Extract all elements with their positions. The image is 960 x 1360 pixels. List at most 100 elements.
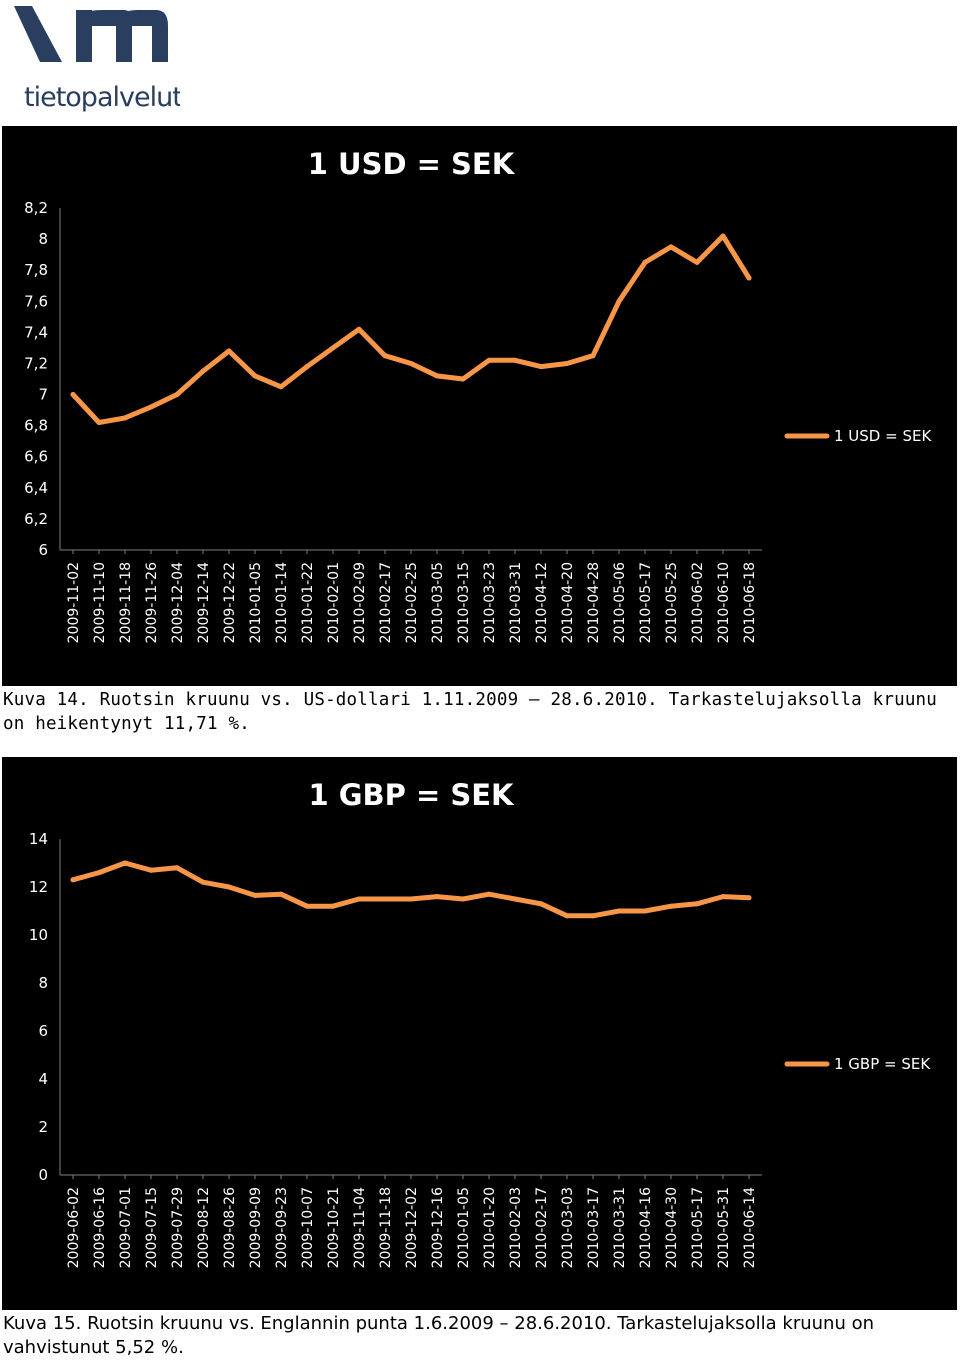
logo-m-arch2 bbox=[116, 10, 168, 62]
usd-sek-y-tick-label: 6,4 bbox=[24, 479, 48, 497]
gbp-sek-data-point bbox=[252, 892, 258, 898]
gbp-sek-data-point bbox=[512, 896, 518, 902]
usd-sek-data-point bbox=[486, 357, 492, 363]
usd-sek-x-tick-label: 2010-01-05 bbox=[248, 562, 264, 643]
logo-mark: tietopalvelut bbox=[14, 6, 183, 113]
usd-sek-y-tick-label: 7 bbox=[38, 386, 48, 404]
gbp-sek-y-tick-label: 14 bbox=[29, 830, 48, 848]
gbp-sek-data-point bbox=[538, 901, 544, 907]
gbp-sek-x-tick-label: 2010-04-30 bbox=[664, 1187, 680, 1268]
gbp-sek-x-tick-label: 2009-07-29 bbox=[170, 1187, 186, 1268]
gbp-sek-x-tick-label: 2009-12-02 bbox=[404, 1187, 420, 1268]
usd-sek-x-tick-label: 2010-02-25 bbox=[404, 562, 420, 643]
gbp-sek-data-point bbox=[226, 884, 232, 890]
usd-sek-chart: 1 USD = SEK 8,2 8 7,8 7,6 7,4 7,2 7 6,8 6,6 6,4 6,2… bbox=[24, 147, 932, 643]
usd-sek-x-tick-label: 2010-02-17 bbox=[378, 562, 394, 643]
usd-sek-data-point bbox=[694, 259, 700, 265]
gbp-sek-data-point bbox=[356, 896, 362, 902]
usd-sek-x-tick-label: 2009-12-22 bbox=[222, 562, 238, 643]
usd-sek-data-point bbox=[746, 275, 752, 281]
usd-sek-x-tick-label: 2010-01-14 bbox=[274, 562, 290, 643]
gbp-sek-x-tick-label: 2009-10-07 bbox=[300, 1187, 316, 1268]
usd-sek-data-point bbox=[590, 353, 596, 359]
gbp-sek-data-point bbox=[200, 879, 206, 885]
usd-sek-x-tick-label: 2010-04-28 bbox=[586, 562, 602, 643]
gbp-sek-x-tick-label: 2010-02-17 bbox=[534, 1187, 550, 1268]
usd-sek-x-tick-label: 2010-06-10 bbox=[716, 562, 732, 643]
gbp-sek-data-point bbox=[434, 894, 440, 900]
usd-sek-x-tick-label: 2009-11-10 bbox=[92, 562, 108, 643]
gbp-sek-x-tick-label: 2009-09-23 bbox=[274, 1187, 290, 1268]
usd-sek-x-tick-label: 2009-12-04 bbox=[170, 562, 186, 643]
gbp-sek-data-point bbox=[486, 891, 492, 897]
usd-sek-chart-title: 1 USD = SEK bbox=[308, 147, 516, 181]
gbp-sek-data-point bbox=[746, 895, 752, 901]
gbp-sek-x-tick-label: 2009-11-04 bbox=[352, 1187, 368, 1268]
usd-sek-x-tick-label: 2010-04-12 bbox=[534, 562, 550, 643]
gbp-sek-x-tick-label: 2010-03-17 bbox=[586, 1187, 602, 1268]
logo-l-stroke bbox=[14, 6, 62, 62]
gbp-sek-x-tick-label: 2010-06-14 bbox=[742, 1187, 758, 1268]
usd-sek-x-tick-label: 2009-11-02 bbox=[66, 562, 82, 643]
gbp-sek-y-tick-label: 10 bbox=[29, 926, 48, 944]
gbp-sek-data-point bbox=[694, 901, 700, 907]
gbp-sek-x-tick-label: 2009-07-15 bbox=[144, 1187, 160, 1268]
gbp-sek-data-point bbox=[70, 877, 76, 883]
gbp-sek-legend-label: 1 GBP = SEK bbox=[834, 1055, 931, 1073]
gbp-sek-data-point bbox=[616, 908, 622, 914]
gbp-sek-x-tick-label: 2010-05-17 bbox=[690, 1187, 706, 1268]
usd-sek-data-point bbox=[642, 259, 648, 265]
usd-sek-data-point bbox=[304, 364, 310, 370]
gbp-sek-y-tick-label: 8 bbox=[38, 974, 48, 992]
gbp-sek-y-tick-label: 0 bbox=[38, 1166, 48, 1184]
gbp-sek-data-point bbox=[304, 903, 310, 909]
usd-sek-y-tick-label: 7,2 bbox=[24, 354, 48, 372]
gbp-sek-data-point bbox=[96, 870, 102, 876]
gbp-sek-y-tick-label: 6 bbox=[38, 1022, 48, 1040]
usd-sek-data-point bbox=[200, 368, 206, 374]
usd-sek-y-tick-label: 6,2 bbox=[24, 510, 48, 528]
gbp-sek-x-tick-label: 2009-06-02 bbox=[66, 1187, 82, 1268]
gbp-sek-data-point bbox=[720, 894, 726, 900]
gbp-sek-data-point bbox=[122, 860, 128, 866]
gbp-sek-y-tick-label: 12 bbox=[29, 878, 48, 896]
usd-sek-y-tick-label: 7,4 bbox=[24, 323, 48, 341]
gbp-sek-x-tick-label: 2009-06-16 bbox=[92, 1187, 108, 1268]
usd-sek-data-point bbox=[720, 233, 726, 239]
gbp-sek-data-point bbox=[642, 908, 648, 914]
gbp-sek-y-tick-label: 2 bbox=[38, 1118, 48, 1136]
usd-sek-data-point bbox=[278, 384, 284, 390]
gbp-sek-x-tick-label: 2009-07-01 bbox=[118, 1187, 134, 1268]
usd-sek-x-tick-label: 2010-03-23 bbox=[482, 562, 498, 643]
gbp-sek-x-tick-label: 2010-01-05 bbox=[456, 1187, 472, 1268]
gbp-sek-x-tick-label: 2009-11-18 bbox=[378, 1187, 394, 1268]
gbp-sek-x-tick-label: 2010-03-31 bbox=[612, 1187, 628, 1268]
usd-sek-x-tick-label: 2010-02-09 bbox=[352, 562, 368, 643]
gbp-sek-x-tick-label: 2010-02-03 bbox=[508, 1187, 524, 1268]
figure-caption-14: Kuva 14. Ruotsin kruunu vs. US-dollari 1… bbox=[3, 690, 938, 734]
usd-sek-data-point bbox=[174, 392, 180, 398]
usd-sek-data-point bbox=[512, 357, 518, 363]
usd-sek-y-tick-label: 7,6 bbox=[24, 292, 48, 310]
usd-sek-x-tick-label: 2010-06-02 bbox=[690, 562, 706, 643]
usd-sek-x-tick-label: 2009-11-26 bbox=[144, 562, 160, 643]
usd-sek-series-line bbox=[70, 233, 752, 425]
company-logo: tietopalvelut bbox=[10, 4, 183, 114]
usd-sek-data-point bbox=[356, 326, 362, 332]
gbp-sek-series-line bbox=[70, 860, 752, 919]
usd-sek-data-point bbox=[252, 373, 258, 379]
usd-sek-x-tick-label: 2010-03-31 bbox=[508, 562, 524, 643]
usd-sek-data-point bbox=[408, 360, 414, 366]
usd-sek-x-tick-label: 2010-05-25 bbox=[664, 562, 680, 643]
gbp-sek-x-tick-label: 2010-03-03 bbox=[560, 1187, 576, 1268]
usd-sek-y-tick-label: 8 bbox=[38, 230, 48, 248]
usd-sek-x-tick-label: 2010-05-17 bbox=[638, 562, 654, 643]
usd-sek-y-tick-label: 6,6 bbox=[24, 448, 48, 466]
usd-sek-y-tick-label: 8,2 bbox=[24, 199, 48, 217]
usd-sek-data-point bbox=[616, 298, 622, 304]
usd-sek-y-tick-label: 6,8 bbox=[24, 417, 48, 435]
gbp-sek-data-point bbox=[330, 903, 336, 909]
usd-sek-data-point bbox=[460, 376, 466, 382]
logo-text: tietopalvelut bbox=[24, 82, 180, 113]
gbp-sek-chart-title: 1 GBP = SEK bbox=[308, 778, 515, 812]
